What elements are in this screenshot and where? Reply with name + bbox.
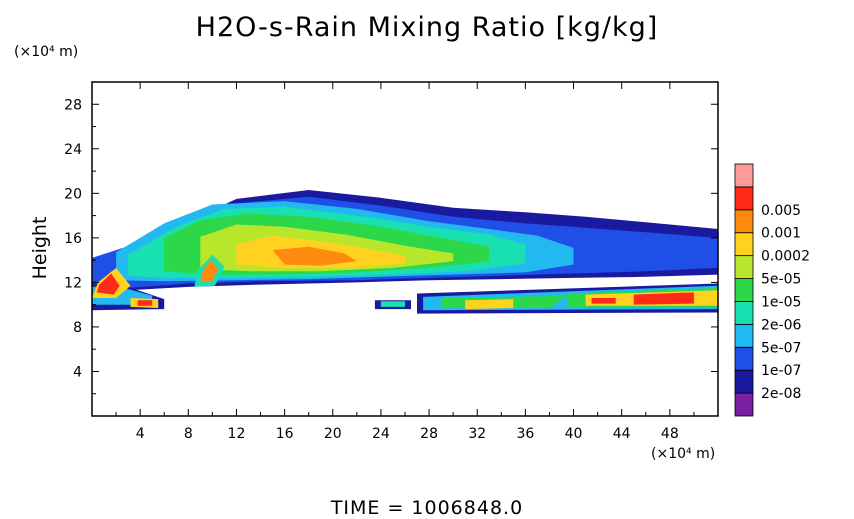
heatmap-region-11: [96, 273, 120, 295]
heatmap-region-7: [272, 246, 357, 266]
colorbar-swatch: [734, 392, 754, 417]
colorbar-label: 5e-05: [761, 272, 801, 288]
colorbar-label: 5e-07: [761, 340, 801, 356]
x-tick-label: 20: [324, 426, 342, 442]
x-tick-label: 28: [420, 426, 438, 442]
colorbar-label: 2e-06: [761, 317, 801, 333]
y-axis-unit: (×10⁴ m): [14, 44, 79, 60]
heatmap-region-15: [200, 260, 219, 283]
colorbar-swatch: [734, 369, 754, 394]
colorbar-swatch: [734, 346, 754, 371]
y-tick-label: 16: [64, 231, 82, 247]
y-tick-label: 12: [64, 275, 82, 291]
x-tick-label: 8: [184, 426, 193, 442]
heatmap-regions: [92, 190, 718, 314]
x-tick-label: 24: [372, 426, 390, 442]
colorbar-swatch: [734, 186, 754, 211]
time-footer: TIME = 1006848.0: [330, 497, 524, 519]
x-tick-label: 4: [136, 426, 145, 442]
x-tick-label: 12: [228, 426, 246, 442]
heatmap-region-13: [137, 300, 153, 306]
y-tick-label: 8: [73, 320, 82, 336]
colorbar-swatch: [734, 163, 754, 188]
colorbar-swatch: [734, 323, 754, 348]
x-tick-label: 36: [516, 426, 534, 442]
colorbar-swatch: [734, 232, 754, 257]
colorbar-swatch: [734, 301, 754, 325]
x-tick-label: 32: [468, 426, 486, 442]
colorbar-label: 1e-07: [761, 363, 801, 379]
heatmap-region-17: [380, 301, 405, 307]
colorbar-label: 0.0002: [761, 249, 810, 265]
heatmap-region-25: [591, 298, 616, 304]
colorbar: 2e-08 1e-07 5e-07 2e-06 1e-05 5e-05 0.0002 0.00…: [734, 163, 810, 417]
colorbar-label: 2e-08: [761, 386, 801, 402]
colorbar-label: 0.001: [761, 226, 801, 242]
x-tick-label: 16: [276, 426, 294, 442]
y-tick-label: 4: [73, 364, 82, 380]
y-tick-label: 28: [64, 97, 82, 113]
y-tick-label: 20: [64, 186, 82, 202]
colorbar-label: 0.005: [761, 203, 801, 219]
x-tick-label: 40: [565, 426, 583, 442]
y-tick-label: 24: [64, 142, 82, 158]
x-tick-label: 48: [661, 426, 679, 442]
chart-title: H2O-s-Rain Mixing Ratio [kg/kg]: [195, 12, 659, 43]
colorbar-swatch: [734, 209, 754, 234]
colorbar-swatch: [734, 278, 754, 302]
heatmap-region-24: [633, 292, 694, 305]
colorbar-swatch: [734, 255, 754, 279]
heatmap-region-22: [465, 299, 514, 310]
x-tick-label: 44: [613, 426, 631, 442]
x-axis-unit: (×10⁴ m): [651, 446, 716, 462]
colorbar-label: 1e-05: [761, 294, 801, 310]
